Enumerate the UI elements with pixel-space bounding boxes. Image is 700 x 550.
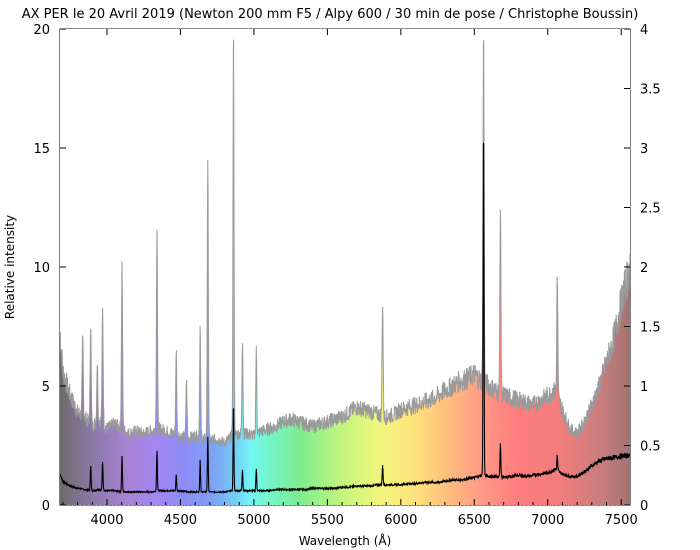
- x-tick-label: 6000: [384, 513, 417, 528]
- y-right-tick-label: 2: [640, 261, 648, 276]
- x-tick-label: 5000: [237, 513, 270, 528]
- y-right-tick-label: 4: [640, 23, 648, 38]
- y-left-tick-label: 5: [42, 380, 50, 395]
- y-right-tick-label: 3: [640, 142, 648, 157]
- x-axis-title: Wavelength (Å): [299, 533, 392, 548]
- y-left-tick-label: 20: [33, 23, 50, 38]
- y-right-tick-label: 0: [640, 499, 648, 514]
- y-right-tick-label: 0.5: [640, 440, 661, 455]
- axis-ticks: 4000 4500 5000 5500 6000 6500 7000 750005101520…: [33, 23, 660, 528]
- y-right-tick-label: 2.5: [640, 202, 661, 217]
- series-line-black: [60, 142, 630, 495]
- y-left-tick-label: 10: [33, 261, 50, 276]
- y-left-tick-label: 15: [33, 142, 50, 157]
- y-axis-title: Relative intensity: [3, 215, 17, 319]
- series-line-filled-spectrum: [60, 39, 630, 448]
- y-left-tick-label: 0: [42, 499, 50, 514]
- y-right-tick-label: 1.5: [640, 321, 661, 336]
- x-tick-label: 7500: [605, 513, 638, 528]
- x-tick-label: 4000: [90, 513, 123, 528]
- x-tick-label: 6500: [458, 513, 491, 528]
- x-tick-label: 7000: [531, 513, 564, 528]
- x-tick-label: 5500: [311, 513, 344, 528]
- x-tick-label: 4500: [164, 513, 197, 528]
- spectrum-mask: [60, 29, 630, 448]
- chart-title: AX PER le 20 Avril 2019 (Newton 200 mm F…: [22, 7, 639, 22]
- y-right-tick-label: 1: [640, 380, 648, 395]
- y-right-tick-label: 3.5: [640, 83, 661, 98]
